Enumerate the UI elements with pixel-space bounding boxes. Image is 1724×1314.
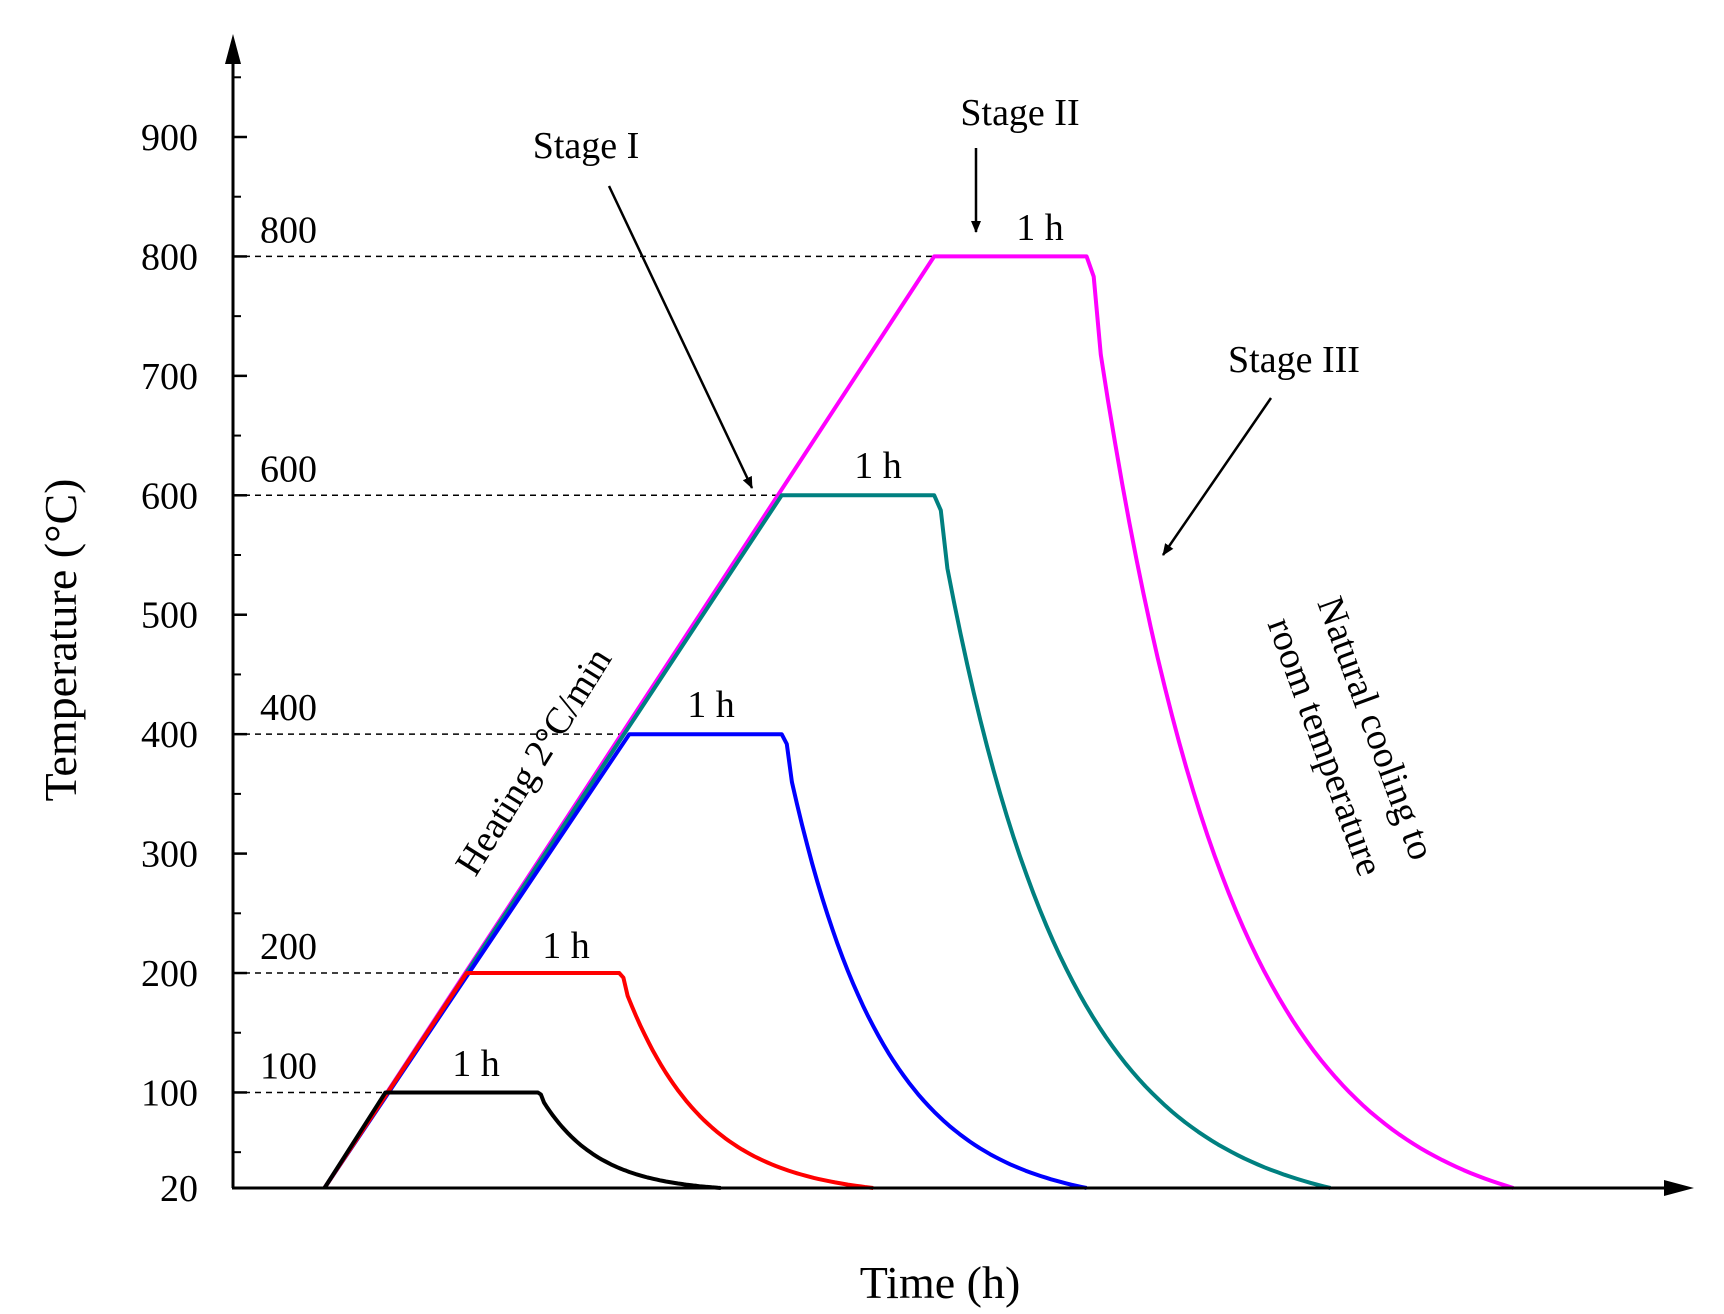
x-axis-arrow <box>1664 1180 1694 1196</box>
stage-2-label: Stage II <box>960 92 1079 134</box>
ref-label-800: 800 <box>260 209 317 251</box>
y-tick-label-800: 800 <box>141 236 198 278</box>
x-axis-title: Time (h) <box>860 1257 1021 1308</box>
series-800 <box>322 254 1514 1190</box>
stage-3-arrow <box>1161 397 1273 556</box>
y-tick-label-400: 400 <box>141 714 198 756</box>
series-400 <box>322 732 1088 1190</box>
y-tick-label-900: 900 <box>141 117 198 159</box>
ref-label-200: 200 <box>260 926 317 968</box>
series-100 <box>322 1090 721 1190</box>
ref-label-100: 100 <box>260 1045 317 1087</box>
y-tick-label-500: 500 <box>141 595 198 637</box>
y-tick-label-100: 100 <box>141 1072 198 1114</box>
hold-label-100: 1 h <box>452 1043 500 1085</box>
series-200 <box>322 971 874 1190</box>
y-axis-title: Temperature (°C) <box>35 479 86 802</box>
y-tick-label-600: 600 <box>141 475 198 517</box>
y-tick-label-20: 20 <box>160 1168 198 1210</box>
series-600 <box>322 493 1331 1190</box>
hold-label-800: 1 h <box>1016 207 1064 249</box>
heating-rate-label: Heating 2°C/min <box>447 641 620 883</box>
hold-label-400: 1 h <box>687 684 735 726</box>
axes <box>225 34 1694 1196</box>
ref-label-400: 400 <box>260 687 317 729</box>
stage-3-label: Stage III <box>1228 339 1360 381</box>
stage-1-arrow <box>607 185 754 489</box>
hold-label-200: 1 h <box>542 925 590 967</box>
y-ticks: 20 100 200 300 400 500 600 700 800 900 <box>141 76 247 1210</box>
stage-1-label: Stage I <box>533 125 640 167</box>
y-tick-label-200: 200 <box>141 953 198 995</box>
series-layer <box>322 254 1514 1190</box>
hold-label-600: 1 h <box>854 445 902 487</box>
cooling-annotation: Natural cooling to room temperature <box>1259 591 1443 881</box>
reference-lines: 100 200 400 600 800 <box>233 209 935 1094</box>
y-tick-label-700: 700 <box>141 356 198 398</box>
y-axis-arrow <box>225 34 241 64</box>
y-tick-label-300: 300 <box>141 834 198 876</box>
ref-label-600: 600 <box>260 448 317 490</box>
